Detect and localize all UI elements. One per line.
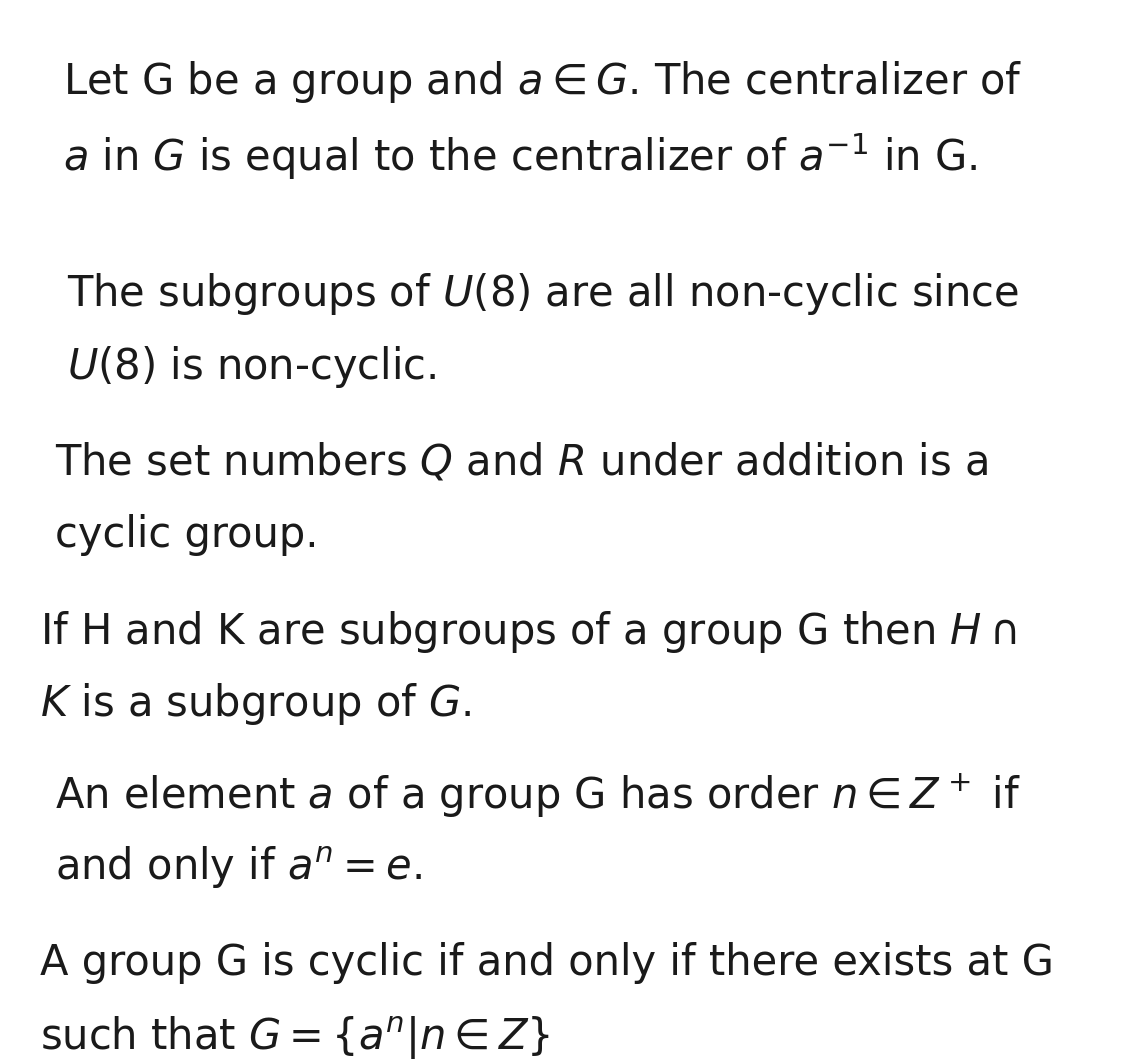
Text: $U(8)$ is non-cyclic.: $U(8)$ is non-cyclic. bbox=[67, 344, 436, 389]
Text: If H and K are subgroups of a group G then $H \cap$: If H and K are subgroups of a group G th… bbox=[40, 609, 1016, 654]
Text: An element $a$ of a group G has order $n \in Z^+$ if: An element $a$ of a group G has order $n… bbox=[55, 771, 1021, 819]
Text: such that $G = \{a^n|n \in Z\}$: such that $G = \{a^n|n \in Z\}$ bbox=[40, 1014, 551, 1061]
Text: $a$ in $G$ is equal to the centralizer of $a^{-1}$ in G.: $a$ in $G$ is equal to the centralizer o… bbox=[63, 131, 977, 182]
Text: and only if $a^n = e$.: and only if $a^n = e$. bbox=[55, 844, 422, 890]
Text: cyclic group.: cyclic group. bbox=[55, 514, 319, 555]
Text: The subgroups of $U(8)$ are all non-cyclic since: The subgroups of $U(8)$ are all non-cycl… bbox=[67, 271, 1019, 317]
Text: $K$ is a subgroup of $G$.: $K$ is a subgroup of $G$. bbox=[40, 681, 471, 727]
Text: The set numbers $Q$ and $R$ under addition is a: The set numbers $Q$ and $R$ under additi… bbox=[55, 442, 988, 483]
Text: A group G is cyclic if and only if there exists at G: A group G is cyclic if and only if there… bbox=[40, 942, 1054, 983]
Text: Let G be a group and $a \in G$. The centralizer of: Let G be a group and $a \in G$. The cent… bbox=[63, 59, 1023, 104]
